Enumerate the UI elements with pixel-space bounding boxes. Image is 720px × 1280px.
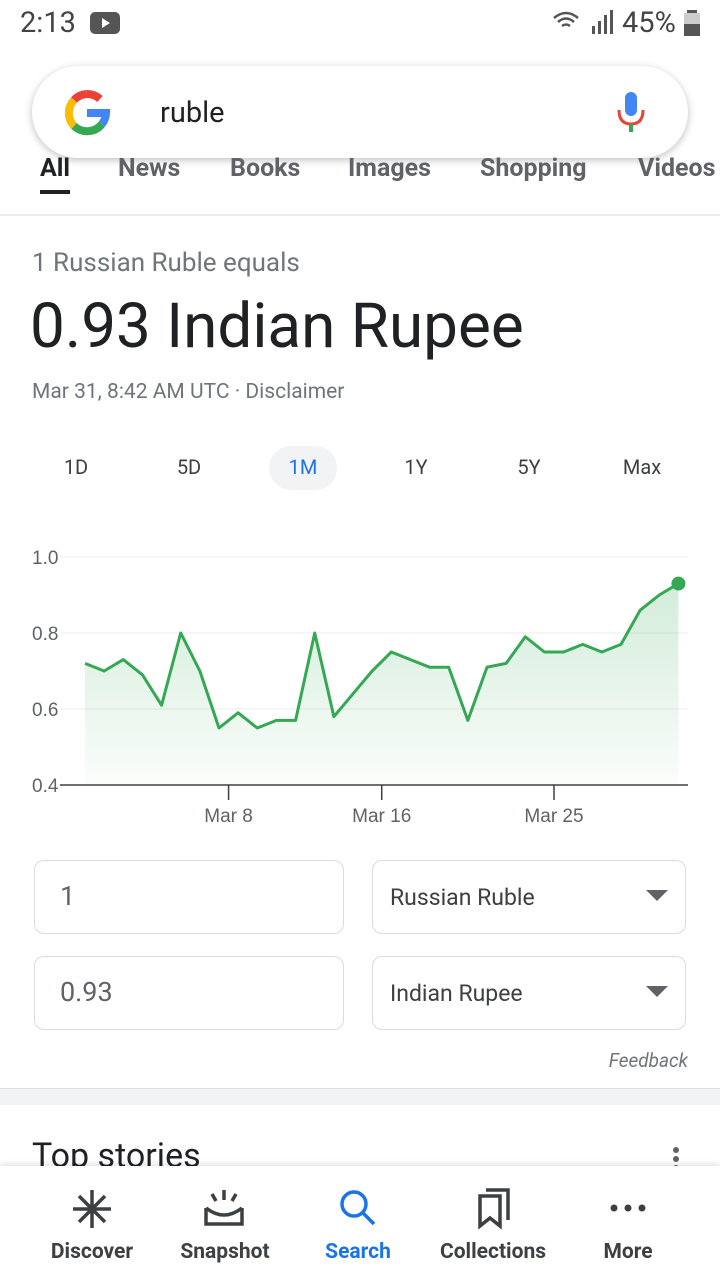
signal-icons xyxy=(553,10,613,34)
conversion-intro: 1 Russian Ruble equals xyxy=(32,248,300,278)
tab[interactable]: Books xyxy=(230,154,301,183)
to-amount[interactable]: 0.93 xyxy=(60,976,113,1008)
conversion-result: 0.93 Indian Rupee xyxy=(30,290,524,363)
tab[interactable]: News xyxy=(118,154,181,183)
divider xyxy=(0,214,720,216)
amount-input[interactable] xyxy=(34,956,344,1030)
nav-item[interactable]: Snapshot xyxy=(180,1240,270,1264)
range-highlight xyxy=(269,446,337,490)
from-currency[interactable]: Russian Ruble xyxy=(390,884,535,911)
google-logo xyxy=(64,90,111,136)
y-tick-label: 0.4 xyxy=(32,776,59,797)
currency-select[interactable] xyxy=(372,860,686,934)
tab[interactable]: Shopping xyxy=(480,154,587,183)
tab-indicator xyxy=(40,190,70,194)
x-tick-label: Mar 16 xyxy=(352,806,411,827)
timestamp: Mar 31, 8:42 AM UTC · Disclaimer xyxy=(32,380,345,404)
tab[interactable]: All xyxy=(40,154,71,183)
x-tick-label: Mar 25 xyxy=(524,806,583,827)
chart: 0.4 0.6 0.8 1.0 Mar 8 Mar 16 Mar 25 xyxy=(32,548,688,827)
currency-select[interactable] xyxy=(372,956,686,1030)
battery-level: 45% xyxy=(622,6,676,40)
nav-item[interactable]: Collections xyxy=(439,1240,547,1264)
range-button[interactable]: 5Y xyxy=(517,455,541,479)
range-button[interactable]: 5D xyxy=(176,455,202,479)
tab[interactable]: Videos xyxy=(638,154,716,183)
amount-input[interactable] xyxy=(34,860,344,934)
range-button[interactable]: 1Y xyxy=(404,455,428,479)
nav-icons xyxy=(73,1188,646,1230)
x-tick-label: Mar 8 xyxy=(204,806,253,827)
status-time: 2:13 xyxy=(20,6,76,40)
to-currency[interactable]: Indian Rupee xyxy=(390,980,523,1007)
section-gap xyxy=(0,1088,720,1105)
nav-item[interactable]: More xyxy=(603,1240,653,1264)
from-amount[interactable]: 1 xyxy=(60,880,76,912)
search-bar[interactable] xyxy=(32,66,688,158)
battery-icon xyxy=(684,10,700,36)
y-tick-label: 1.0 xyxy=(32,548,58,569)
y-tick-label: 0.8 xyxy=(32,624,58,645)
y-tick-label: 0.6 xyxy=(32,700,58,721)
range-button[interactable]: 1M xyxy=(288,455,318,479)
range-button[interactable]: Max xyxy=(622,455,662,479)
tab[interactable]: Images xyxy=(348,154,431,183)
bottom-nav xyxy=(0,1166,720,1280)
end-dot xyxy=(671,576,686,591)
dropdown-arrow xyxy=(646,986,668,997)
mic-icon[interactable] xyxy=(614,90,650,134)
dropdown-arrow xyxy=(646,890,668,901)
feedback-link[interactable]: Feedback xyxy=(608,1049,688,1072)
nav-item[interactable]: Search xyxy=(325,1240,391,1264)
nav-item[interactable]: Discover xyxy=(50,1240,134,1264)
range-button[interactable]: 1D xyxy=(63,455,89,479)
line xyxy=(84,582,680,730)
search-query[interactable]: ruble xyxy=(160,96,225,130)
youtube-icon xyxy=(90,12,120,34)
area-fill xyxy=(85,583,679,785)
